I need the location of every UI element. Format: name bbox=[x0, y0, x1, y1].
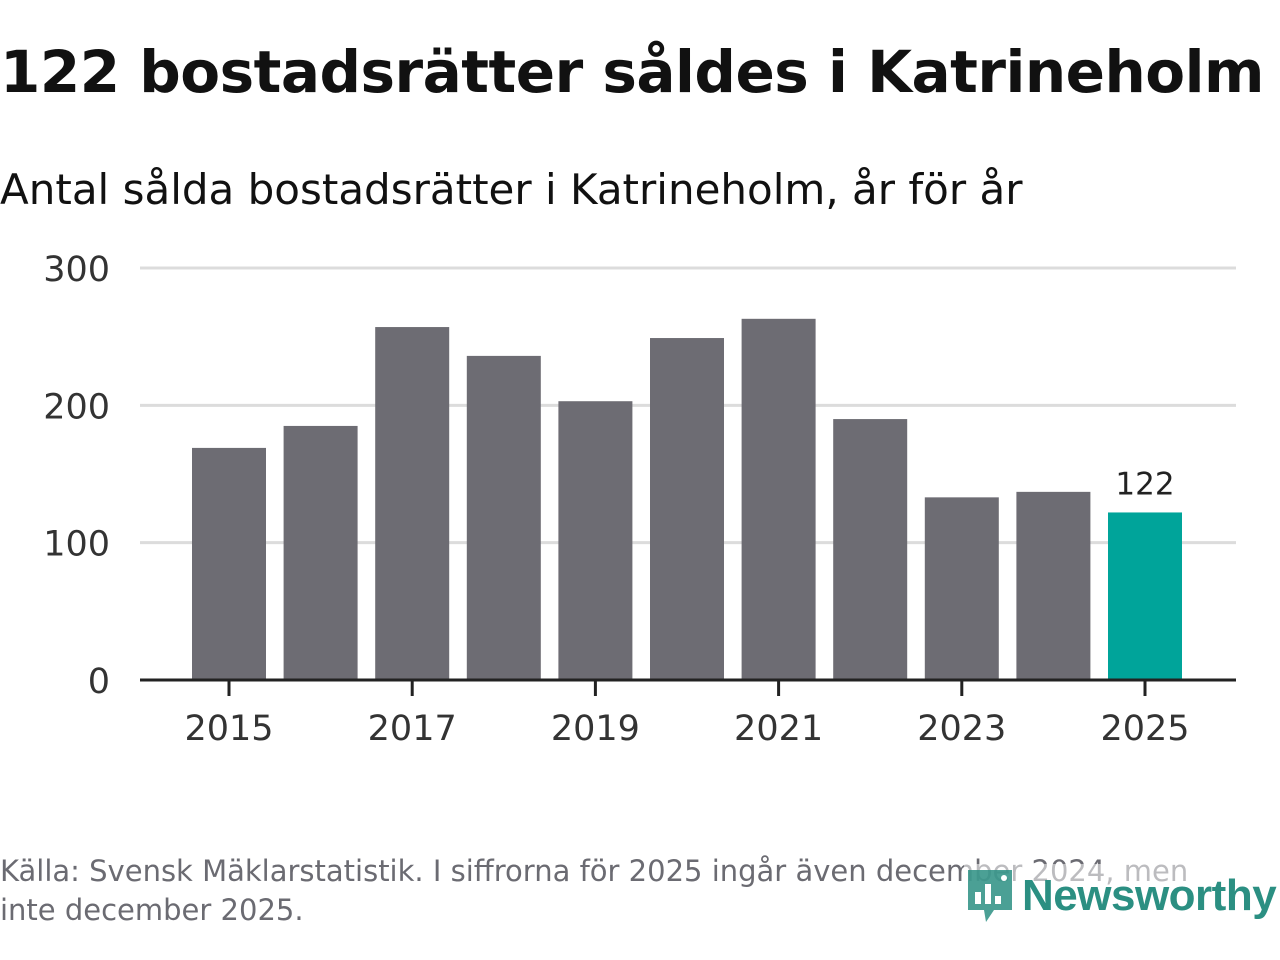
bar-2024 bbox=[1016, 491, 1091, 680]
bar-2017 bbox=[375, 327, 450, 680]
bar-2021 bbox=[741, 318, 816, 680]
x-tick-label-2015: 2015 bbox=[184, 709, 273, 749]
chart-title: 122 bostadsrätter såldes i Katrineholm bbox=[0, 38, 1264, 106]
bar-2025 bbox=[1108, 512, 1182, 680]
bar-2018 bbox=[466, 355, 541, 680]
x-tick-label-2021: 2021 bbox=[734, 709, 823, 749]
axes bbox=[140, 678, 1236, 696]
bar-2023 bbox=[924, 497, 999, 680]
y-tick-label-200: 200 bbox=[43, 387, 110, 427]
x-tick-label-2019: 2019 bbox=[551, 709, 640, 749]
value-label-2025: 122 bbox=[1115, 466, 1174, 502]
newsworthy-logo: Newsworthy bbox=[964, 864, 1277, 928]
bar-chart: 0 100 200 300 122 2015 2017 2019 2021 2023 2025 bbox=[43, 250, 1236, 749]
bar-2022 bbox=[833, 419, 908, 680]
bar-2019 bbox=[558, 401, 633, 680]
y-tick-label-300: 300 bbox=[43, 250, 110, 290]
newsworthy-logo-text: Newsworthy bbox=[1022, 871, 1277, 920]
bar-2015 bbox=[192, 447, 266, 680]
y-tick-label-0: 0 bbox=[88, 662, 110, 702]
chart-subtitle: Antal sålda bostadsrätter i Katrineholm,… bbox=[0, 165, 1023, 214]
newsworthy-logo-icon bbox=[968, 870, 1012, 922]
bar-2016 bbox=[283, 425, 358, 680]
x-tick-label-2025: 2025 bbox=[1100, 709, 1189, 749]
x-tick-label-2017: 2017 bbox=[368, 709, 457, 749]
labels: 0 100 200 300 122 2015 2017 2019 2021 2023 2025 bbox=[43, 250, 1189, 749]
y-tick-label-100: 100 bbox=[43, 525, 110, 565]
x-tick-label-2023: 2023 bbox=[917, 709, 1006, 749]
bar-2020 bbox=[650, 338, 724, 680]
bars bbox=[192, 318, 1182, 680]
